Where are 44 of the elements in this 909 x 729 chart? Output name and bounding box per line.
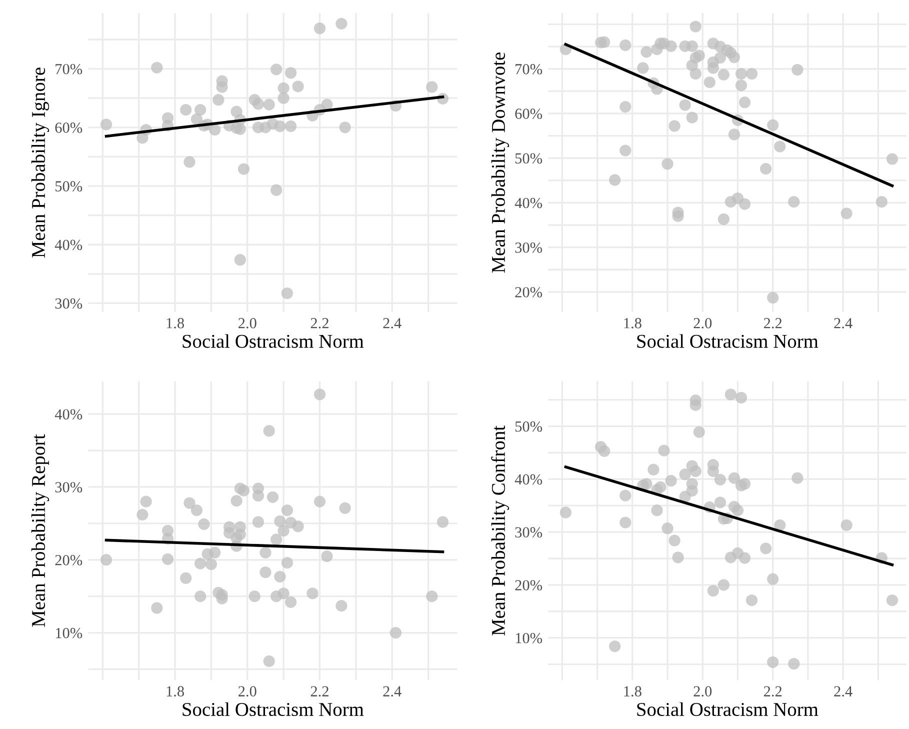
y-tick-label: 50% xyxy=(56,181,82,192)
x-axis-title: Social Ostracism Norm xyxy=(182,702,364,716)
y-tick-label: 70% xyxy=(516,64,542,74)
x-tick-label: 2.0 xyxy=(694,686,712,697)
x-tick-label: 1.8 xyxy=(166,686,184,697)
x-axis-title: Social Ostracism Norm xyxy=(182,334,364,348)
x-tick-label: 2.0 xyxy=(238,686,256,697)
y-tick-label: 30% xyxy=(515,242,542,253)
y-tick-label: 40% xyxy=(514,198,542,208)
y-tick-label: 60% xyxy=(515,108,542,119)
y-tick-label: 40% xyxy=(54,409,82,420)
y-axis-title: Mean Probability Confront xyxy=(491,426,510,636)
y-axis-title: Mean Probability Downvote xyxy=(491,52,510,273)
y-tick-label: 40% xyxy=(54,240,82,250)
x-tick-label: 1.8 xyxy=(624,686,642,697)
x-tick-label: 2.4 xyxy=(383,318,402,328)
y-tick-label: 50% xyxy=(515,421,542,432)
x-axis-title: Social Ostracism Norm xyxy=(637,334,818,348)
y-tick-label: 50% xyxy=(515,153,542,164)
y-tick-label: 60% xyxy=(55,122,82,133)
y-axis-title: Mean Probability Ignore xyxy=(31,68,50,258)
x-tick-label: 2.2 xyxy=(764,686,782,697)
y-tick-label: 20% xyxy=(515,287,542,298)
y-tick-label: 30% xyxy=(55,482,82,492)
x-tick-label: 2.2 xyxy=(310,686,328,697)
y-tick-label: 20% xyxy=(55,555,82,566)
x-tick-label: 2.0 xyxy=(238,318,256,328)
y-tick-label: 30% xyxy=(55,298,82,309)
y-tick-label: 20% xyxy=(515,580,542,590)
x-tick-label: 1.8 xyxy=(166,318,184,328)
x-tick-label: 2.4 xyxy=(383,686,402,697)
y-tick-label: 10% xyxy=(56,628,82,638)
y-axis-title: Mean Probability Report xyxy=(31,434,50,627)
y-tick-label: 30% xyxy=(515,527,542,538)
x-tick-label: 2.4 xyxy=(834,686,852,697)
x-tick-label: 2.2 xyxy=(764,318,782,328)
x-tick-label: 2.2 xyxy=(310,318,328,328)
x-tick-label: 2.4 xyxy=(834,318,852,328)
y-tick-label: 40% xyxy=(514,474,542,485)
x-axis-title: Social Ostracism Norm xyxy=(637,702,818,716)
x-tick-label: 1.8 xyxy=(624,318,642,328)
y-tick-label: 70% xyxy=(56,64,82,74)
x-tick-label: 2.0 xyxy=(694,318,712,328)
y-tick-label: 10% xyxy=(516,632,542,644)
